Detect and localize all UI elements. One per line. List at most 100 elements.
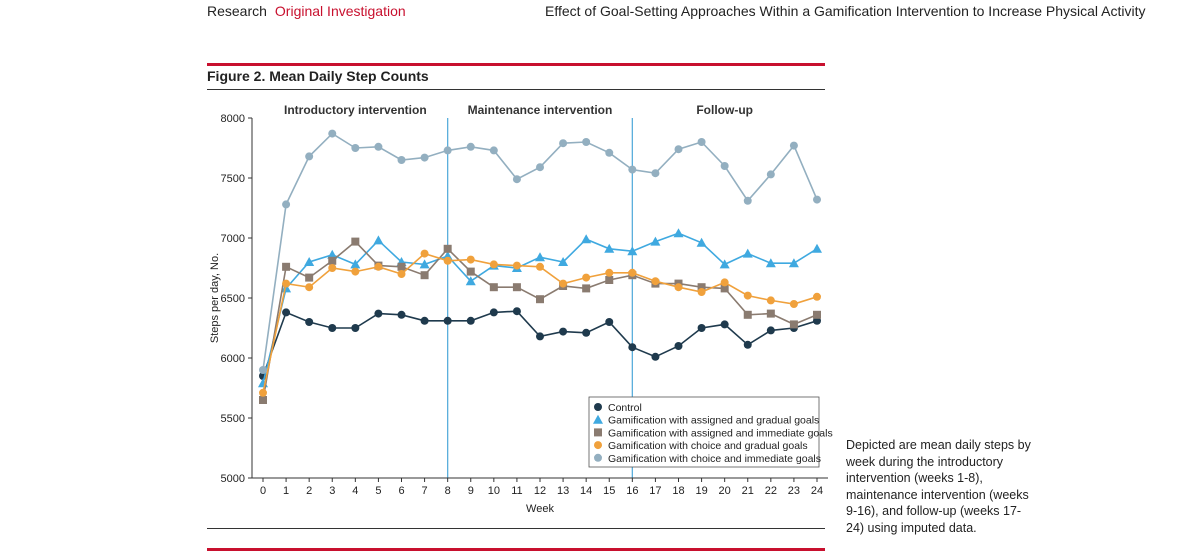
x-tick-label: 13 [557,485,569,497]
x-tick-label: 21 [742,485,754,497]
series-3-point [466,267,475,276]
series-4-point [536,262,544,271]
legend-marker-3 [594,428,602,437]
series-1-point [443,316,452,325]
series-5-point [305,152,314,161]
series-3-point [489,283,498,292]
series-1-point [674,342,683,350]
series-5-point [512,175,521,184]
series-4-point [512,261,521,270]
series-5-point [328,129,337,138]
x-tick-label: 12 [534,485,546,497]
x-axis-label: Week [526,503,554,515]
series-5-point [489,146,498,155]
series-2-point [558,257,569,266]
series-5-point [559,139,568,148]
series-5-point [282,200,291,209]
series-4-point [743,291,752,300]
series-4-point [282,279,291,288]
series-2-point [327,249,338,259]
series-2-point [465,276,476,286]
series-1-point [466,316,475,325]
figure-title: Figure 2. Mean Daily Step Counts [207,68,429,84]
figure-title-rule [207,89,825,90]
legend-marker-5 [594,453,602,462]
series-3-point [397,262,406,271]
legend-marker-2 [593,414,603,424]
series-4 [259,249,821,397]
legend-label-4: Gamification with choice and gradual goa… [608,440,808,452]
series-1-point [374,309,383,318]
series-5-point [720,162,729,170]
series-4-point [674,283,683,292]
series-2-point [350,259,361,269]
series-4-point [443,256,452,265]
x-tick-label: 3 [329,485,335,497]
series-3-point [512,283,521,292]
series-3-point [305,273,314,282]
series-1-point [305,318,314,326]
series-4-point [466,255,475,264]
series-4-point [328,264,337,272]
series-1-point [720,320,729,329]
legend-label-2: Gamification with assigned and gradual g… [608,415,819,427]
legend-marker-1 [594,403,602,411]
series-line-4 [262,252,818,393]
x-tick-label: 23 [788,485,800,497]
x-tick-label: 8 [445,485,451,497]
series-3-point [582,284,591,293]
series-4-point [789,300,798,308]
series-1-point [282,308,291,317]
series-5-point [259,366,267,374]
series-3-point [351,237,360,246]
series-2-point [535,252,545,262]
series-4-point [305,283,314,292]
series-1-point [766,326,775,335]
series-4-point [813,292,821,301]
series-1-point [582,328,591,337]
series-5-point [536,163,544,172]
series-5-point [743,196,752,205]
x-tick-label: 1 [283,485,289,497]
series-1-point [351,324,360,332]
series-5-point [789,141,798,150]
series-5-point [443,146,452,155]
series-3-point [282,262,291,271]
series-2-point [812,243,822,253]
series-4-point [766,296,775,305]
y-tick-label: 7000 [221,233,245,245]
series-1-point [559,327,568,336]
x-tick-label: 16 [626,485,638,497]
x-tick-label: 14 [580,485,592,497]
series-1-point [743,340,752,349]
section-label: Research [207,3,267,19]
series-4-point [351,267,360,276]
series-4-point [582,273,591,282]
series-4-point [374,262,383,271]
series-3-point [766,309,775,318]
series-5-point [813,195,821,204]
figure-end-rule [207,548,825,551]
x-tick-label: 4 [352,485,358,497]
series-2-point [304,257,315,266]
series-3-point [813,310,821,319]
series-3-point [420,271,429,280]
series-1-point [420,316,429,325]
series-5-point [674,145,683,154]
series-2-point [650,236,661,246]
journal-section: Research Original Investigation [207,3,406,19]
x-tick-label: 22 [765,485,777,497]
series-5-point [351,144,360,152]
subsection-label: Original Investigation [274,3,406,19]
legend-label-5: Gamification with choice and immediate g… [608,453,821,465]
series-5-point [397,156,406,164]
series-2-point [742,248,753,258]
x-tick-label: 5 [375,485,381,497]
series-2-point [581,234,592,244]
series-4-point [259,388,267,397]
phase-label-1: Introductory intervention [284,103,427,117]
x-tick-label: 24 [811,485,823,497]
series-4-point [397,270,406,278]
series-3-point [443,244,452,253]
